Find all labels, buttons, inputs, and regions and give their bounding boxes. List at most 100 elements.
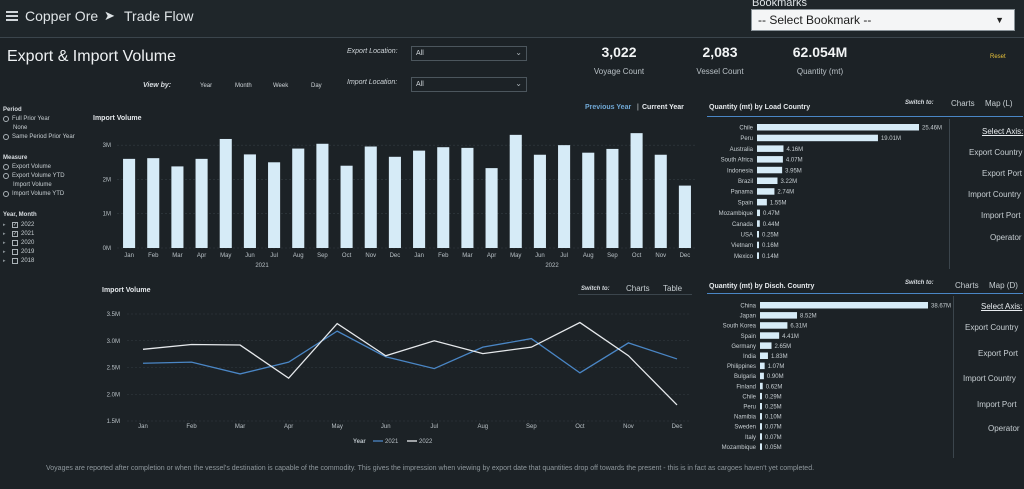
line-legend-title: Year — [353, 439, 366, 445]
hbar-category-label: Mozambique — [722, 445, 757, 451]
hbar-value-label: 2.65M — [775, 344, 792, 350]
checkbox-icon[interactable] — [12, 249, 18, 255]
year-2021[interactable]: ▸ ✓ 2021 — [3, 231, 34, 237]
load-axis-operator[interactable]: Operator — [990, 233, 1022, 242]
hamburger-menu-icon[interactable] — [6, 9, 18, 23]
period-heading: Period — [3, 107, 22, 113]
hbar-value-label: 0.29M — [765, 394, 782, 400]
hbar — [760, 342, 772, 349]
breadcrumb-commodity[interactable]: Copper Ore — [25, 8, 99, 24]
export-location-select[interactable]: All ⌄ — [411, 46, 527, 61]
hbar-value-label: 1.83M — [771, 354, 788, 360]
hbar-category-label: Sweden — [734, 425, 756, 431]
expand-icon[interactable]: ▸ — [3, 249, 6, 255]
year-label: 2022 — [21, 222, 35, 228]
bar-x-tick: Nov — [365, 253, 376, 259]
year-2018[interactable]: ▸ 2018 — [3, 258, 34, 264]
bar — [292, 148, 305, 248]
hbar-value-label: 4.41M — [782, 334, 799, 340]
measure-export-volume[interactable]: Export Volume — [3, 164, 51, 170]
load-axis-export-country[interactable]: Export Country — [969, 148, 1023, 157]
bar-x-tick: Apr — [487, 253, 496, 259]
period-option-label: None — [13, 125, 28, 131]
line-y-tick: 2.5M — [107, 366, 120, 372]
current-year-toggle[interactable]: Current Year — [642, 104, 684, 111]
disch-axis-export-country[interactable]: Export Country — [965, 323, 1019, 332]
period-same-period[interactable]: Same Period Prior Year — [3, 134, 75, 140]
line-x-tick: Feb — [186, 424, 197, 430]
load-switch-charts[interactable]: Charts — [951, 99, 975, 108]
hbar — [760, 332, 780, 339]
checkbox-checked-icon[interactable]: ✓ — [12, 231, 18, 237]
line-switch-charts[interactable]: Charts — [626, 284, 650, 293]
hbar-value-label: 19.01M — [881, 136, 901, 142]
viewby-year[interactable]: Year — [200, 83, 213, 89]
load-axis-import-port[interactable]: Import Port — [981, 211, 1021, 220]
bar-year-group-label: 2021 — [255, 263, 269, 269]
load-switch-map[interactable]: Map (L) — [985, 99, 1013, 108]
load-axis-export-port[interactable]: Export Port — [982, 169, 1023, 178]
measure-heading: Measure — [3, 155, 28, 161]
line-switch-table[interactable]: Table — [663, 284, 683, 293]
disch-axis-export-port[interactable]: Export Port — [978, 349, 1019, 358]
viewby-day[interactable]: Day — [311, 83, 322, 89]
hbar-value-label: 8.52M — [800, 314, 817, 320]
hbar-category-label: South Africa — [721, 158, 754, 164]
bar — [533, 154, 546, 248]
year-2020[interactable]: ▸ 2020 — [3, 240, 34, 246]
disch-switch-charts[interactable]: Charts — [955, 281, 979, 290]
hbar — [757, 166, 783, 174]
hbar-value-label: 4.07M — [786, 158, 803, 164]
period-option-label: Same Period Prior Year — [12, 134, 75, 140]
hbar — [760, 312, 798, 319]
import-location-select[interactable]: All ⌄ — [411, 77, 527, 92]
disch-axis-import-country[interactable]: Import Country — [963, 374, 1016, 383]
hbar — [757, 252, 759, 259]
period-full-prior-year[interactable]: Full Prior Year — [3, 116, 50, 122]
hbar-category-label: Namibia — [734, 415, 757, 421]
measure-import-volume-ytd[interactable]: Import Volume YTD — [3, 191, 64, 197]
checkbox-icon[interactable] — [12, 258, 18, 264]
viewby-week[interactable]: Week — [273, 83, 289, 89]
hbar-category-label: Mozambique — [719, 211, 754, 217]
hbar-value-label: 25.46M — [922, 126, 942, 132]
hbar-category-label: Peru — [743, 405, 756, 411]
disch-axis-operator[interactable]: Operator — [988, 424, 1020, 433]
disch-axis-import-port[interactable]: Import Port — [977, 400, 1017, 409]
hbar — [757, 188, 775, 195]
kpi-voyage-count-label: Voyage Count — [593, 67, 645, 76]
reset-button[interactable]: Reset — [990, 54, 1006, 60]
hbar-category-label: Spain — [741, 334, 756, 340]
hbar — [760, 322, 788, 329]
disch-switch-map[interactable]: Map (D) — [989, 281, 1018, 290]
line-x-tick: Apr — [284, 424, 293, 430]
measure-option-label: Import Volume YTD — [12, 191, 65, 197]
expand-icon[interactable]: ▸ — [3, 222, 6, 228]
expand-icon[interactable]: ▸ — [3, 240, 6, 246]
line-x-tick: Jan — [138, 424, 148, 430]
measure-import-volume[interactable]: Import Volume — [13, 182, 52, 188]
expand-icon[interactable]: ▸ — [3, 231, 6, 237]
checkbox-icon[interactable] — [12, 240, 18, 246]
bar-x-tick: Sep — [607, 253, 618, 259]
hbar — [757, 209, 760, 217]
expand-icon[interactable]: ▸ — [3, 258, 6, 264]
year-2022[interactable]: ▸ ✓ 2022 — [3, 222, 34, 228]
viewby-month[interactable]: Month — [235, 83, 252, 89]
hbar — [757, 198, 767, 206]
previous-year-toggle[interactable]: Previous Year — [585, 104, 632, 111]
bar — [388, 156, 401, 248]
bookmark-dropdown[interactable]: -- Select Bookmark -- ▼ — [751, 9, 1015, 31]
bar — [485, 168, 498, 248]
bar — [413, 150, 426, 248]
bar-y-tick: 2M — [103, 177, 111, 183]
radio-icon — [3, 164, 9, 170]
checkbox-checked-icon[interactable]: ✓ — [12, 222, 18, 228]
hbar — [760, 413, 762, 420]
disch-select-axis-label: Select Axis: — [981, 302, 1023, 311]
measure-export-volume-ytd[interactable]: Export Volume YTD — [3, 173, 65, 179]
year-2019[interactable]: ▸ 2019 — [3, 249, 34, 255]
period-none[interactable]: None — [13, 125, 27, 131]
load-axis-import-country[interactable]: Import Country — [968, 190, 1021, 199]
bar — [461, 147, 474, 248]
